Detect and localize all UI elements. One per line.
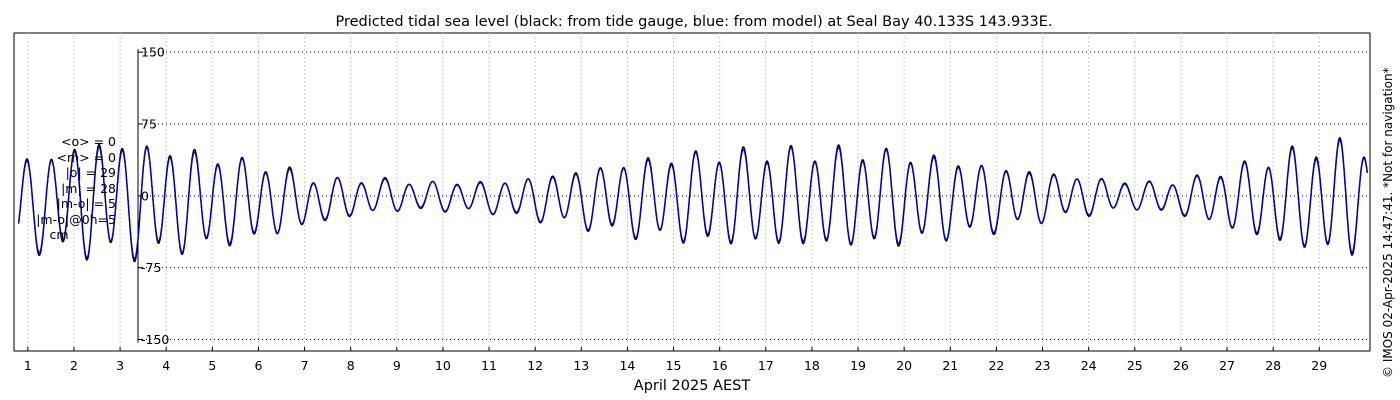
x-tick-label: 17 [758,358,774,373]
stat-abs-diff: |m-o| = 5 [56,196,116,211]
x-tick-label: 15 [666,358,682,373]
x-tick-label: 13 [573,358,589,373]
x-tick-label: 5 [208,358,216,373]
x-tick-label: 27 [1219,358,1235,373]
x-tick-label: 25 [1127,358,1143,373]
x-tick-label: 12 [527,358,543,373]
stat-mean-obs: <o> = 0 [61,134,116,149]
series-tide-gauge [17,137,1368,263]
x-tick-label: 10 [435,358,451,373]
y-tick-label: 0 [141,188,149,203]
x-tick-label: 29 [1311,358,1327,373]
x-tick-label: 20 [896,358,912,373]
x-tick-label: 2 [70,358,78,373]
stats-panel: <o> = 0 <m> = 0 |o| = 29 |m| = 28 |m-o| … [24,134,116,243]
x-tick-label: 28 [1265,358,1281,373]
y-tick-label: -150 [141,332,169,347]
x-tick-label: 19 [850,358,866,373]
x-tick-label: 18 [804,358,820,373]
y-tick-label: 75 [141,116,157,131]
x-tick-label: 3 [116,358,124,373]
stat-unit: cm [49,227,69,242]
x-tick-label: 16 [712,358,728,373]
grid-layer [27,33,1370,351]
x-tick-label: 14 [619,358,635,373]
x-tick-label: 1 [24,358,32,373]
series-model [17,139,1368,260]
stat-mean-model: <m> = 0 [56,149,117,165]
x-tick-label: 4 [162,358,170,373]
x-tick-label: 24 [1081,358,1097,373]
x-tick-label: 26 [1173,358,1189,373]
x-tick-label: 7 [301,358,309,373]
y-tick-label: -75 [141,260,161,275]
axis-layer: 1 2 3 4 5 6 7 8 9 10 11 12 13 14 15 16 17 18 19 20 21 22 23 24 2… [24,45,1327,373]
x-tick-label: 6 [254,358,262,373]
chart-title: Predicted tidal sea level (black: from t… [336,14,1053,30]
x-tick-label: 11 [481,358,497,373]
x-tick-label: 23 [1035,358,1051,373]
copyright-annotation: © IMOS 02-Apr-2025 14:47:41. *Not for na… [1381,67,1395,378]
x-axis-label: April 2025 AEST [634,378,751,394]
y-tick-label: 150 [141,45,165,60]
stat-abs-obs: |o| = 29 [65,165,116,180]
stat-abs-model: |m| = 28 [61,180,116,196]
plot-frame [13,32,1371,352]
series-layer [17,137,1368,263]
x-tick-label: 21 [942,358,958,373]
stat-abs-diff-0h: |m-o|@0h=5 [36,211,116,227]
x-tick-label: 22 [988,358,1004,373]
x-tick-label: 8 [347,358,355,373]
x-tick-label: 9 [393,358,401,373]
